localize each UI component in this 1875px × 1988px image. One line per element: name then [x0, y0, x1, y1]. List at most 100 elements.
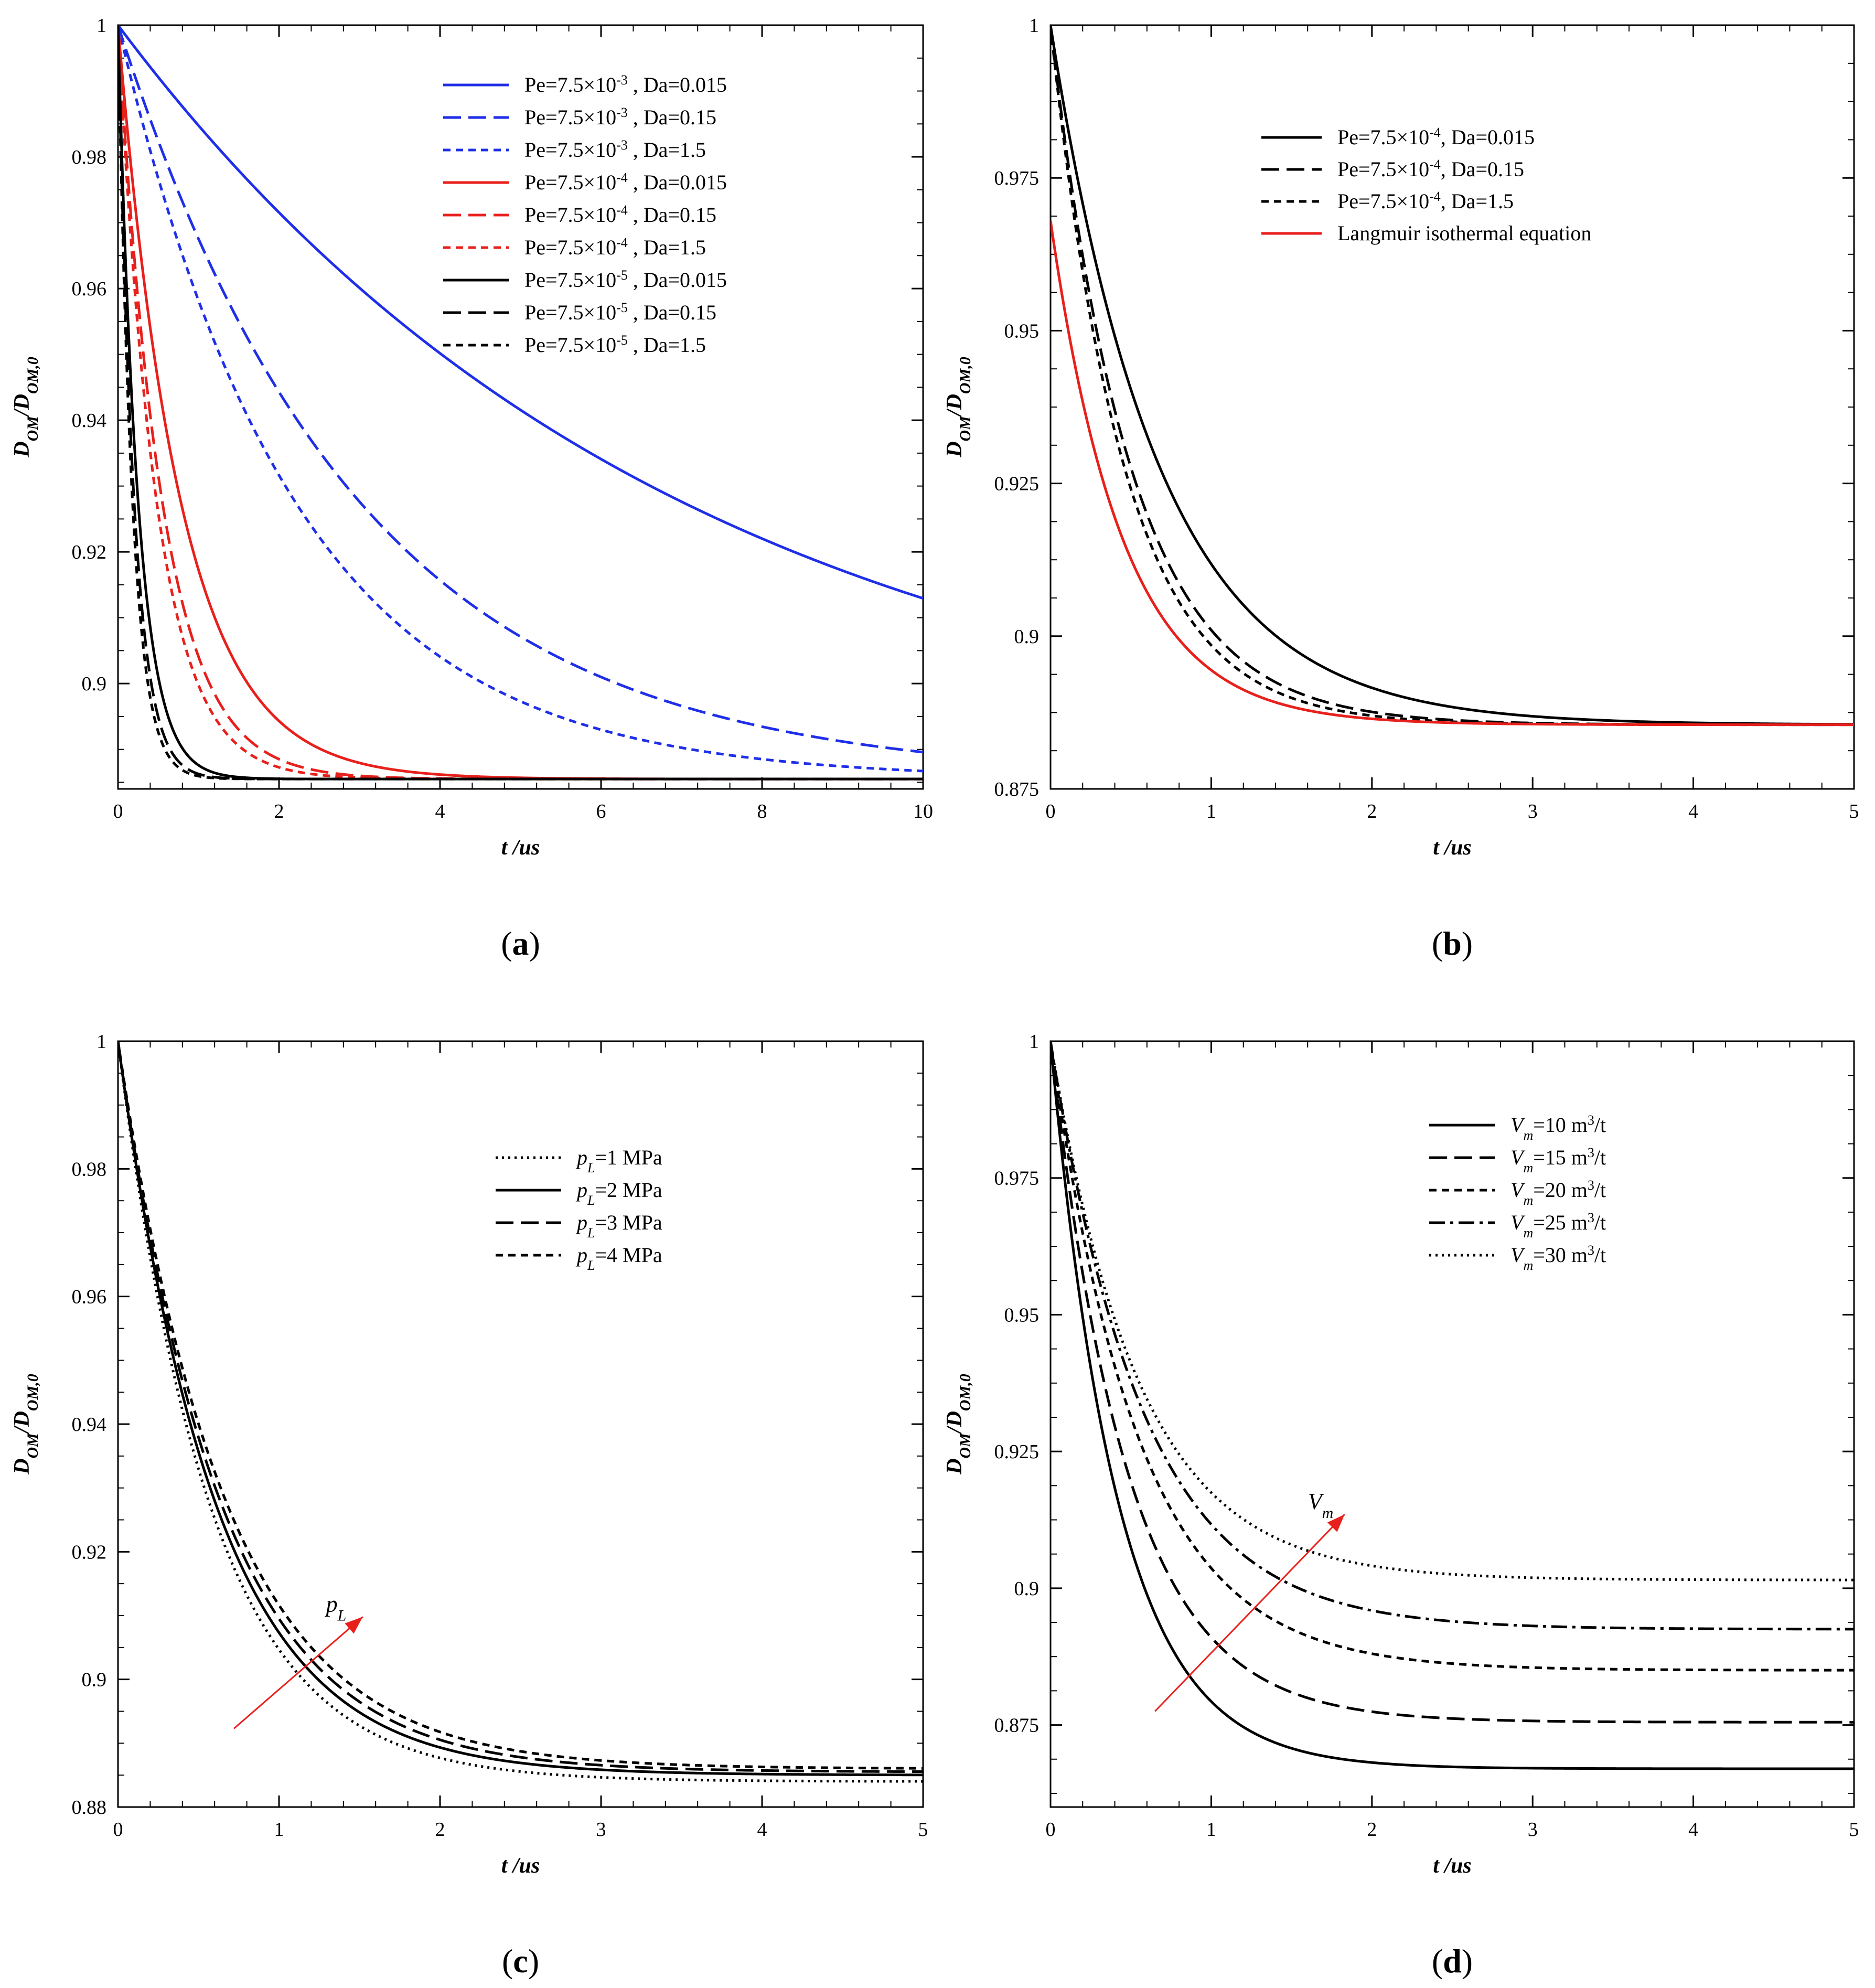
- legend-unit-exponent: 3: [1588, 1243, 1594, 1258]
- legend-symbol-sub: L: [587, 1193, 595, 1208]
- x-tick-label: 2: [1367, 800, 1377, 822]
- x-axis-label: t /us: [1433, 836, 1472, 860]
- y-axis-label-sub: OM,0: [957, 357, 974, 394]
- series-line-4: [1051, 220, 1854, 726]
- y-axis-label-sub: OM: [957, 415, 974, 442]
- legend-symbol-sub: m: [1523, 1258, 1533, 1273]
- y-tick-label: 0.96: [72, 278, 107, 300]
- x-tick-label: 8: [757, 800, 767, 822]
- legend-symbol: p: [575, 1178, 587, 1202]
- legend-entry-9: Pe=7.5×10-5 , Da=1.5: [524, 333, 706, 357]
- legend-entry-1: Pe=7.5×10-3 , Da=0.015: [524, 72, 727, 97]
- series-line-7: [118, 25, 923, 781]
- legend-symbol: p: [575, 1243, 587, 1267]
- series-group: [1051, 1041, 1854, 1770]
- legend-exponent: -4: [1429, 125, 1441, 140]
- y-axis-label-sub: OM: [957, 1433, 974, 1459]
- y-axis-label-slash: /: [10, 408, 34, 418]
- y-tick-label: 0.95: [1004, 1304, 1040, 1326]
- x-tick-label: 3: [596, 1819, 606, 1841]
- legend-symbol-sub: m: [1523, 1193, 1533, 1208]
- series-group: [118, 1041, 923, 1783]
- x-tick-label: 1: [1206, 800, 1216, 822]
- y-tick-label: 0.975: [994, 1168, 1040, 1190]
- legend-unit-exponent: 3: [1588, 1178, 1594, 1193]
- y-tick-label: 0.98: [72, 1158, 107, 1180]
- panel-caption-close: ): [529, 925, 540, 962]
- y-tick-label: 0.975: [994, 167, 1040, 189]
- legend-entry-2: Pe=7.5×10-4, Da=0.15: [1337, 157, 1524, 181]
- legend-entry-3: Pe=7.5×10-3 , Da=1.5: [524, 137, 706, 162]
- y-axis-label-sub: OM,0: [957, 1374, 974, 1411]
- x-tick-label: 10: [913, 800, 933, 822]
- legend-unit-exponent: 3: [1588, 1145, 1594, 1160]
- legend-da: , Da=0.015: [628, 170, 727, 194]
- legend-entry-8: Pe=7.5×10-5 , Da=0.15: [524, 300, 716, 325]
- y-tick-label: 0.9: [82, 1669, 107, 1691]
- x-tick-label: 4: [1688, 1819, 1698, 1841]
- legend-entry-1: Vm=10 m3/t: [1510, 1113, 1606, 1143]
- legend-entry-6: Pe=7.5×10-4 , Da=1.5: [524, 235, 706, 260]
- x-axis-label: t /us: [501, 836, 540, 860]
- legend-entry-4: Langmuir isothermal equation: [1337, 221, 1591, 245]
- x-tick-label: 4: [1688, 800, 1698, 822]
- legend-symbol: V: [1510, 1146, 1526, 1169]
- legend-da: , Da=0.015: [628, 73, 727, 97]
- series-line-3: [1051, 1041, 1854, 1672]
- y-tick-label: 0.96: [72, 1286, 107, 1308]
- panel-caption-letter: a: [512, 925, 529, 962]
- series-line-5: [118, 25, 923, 781]
- legend-exponent: -4: [1429, 157, 1441, 172]
- legend-value: =30 m: [1533, 1243, 1588, 1267]
- plot-frame: [117, 24, 924, 790]
- y-tick-label: 0.94: [72, 410, 107, 432]
- series-line-1: [1051, 1041, 1854, 1770]
- annotation-label-main: V: [1308, 1489, 1325, 1514]
- y-tick-label: 0.875: [994, 1715, 1040, 1737]
- legend-da: , Da=0.15: [628, 105, 716, 129]
- x-tick-label: 5: [1849, 800, 1859, 822]
- legend-exponent: -5: [616, 300, 628, 315]
- legend-exponent: -4: [1429, 189, 1441, 204]
- x-axis-label: t /us: [501, 1854, 540, 1878]
- panel-caption-open: (: [502, 1942, 513, 1980]
- legend-value: =25 m: [1533, 1211, 1588, 1234]
- annotation-label-sub: m: [1322, 1504, 1334, 1522]
- legend-value: =1 MPa: [595, 1146, 662, 1169]
- legend-unit-exponent: 3: [1588, 1113, 1594, 1128]
- legend-value: =10 m: [1533, 1113, 1588, 1137]
- legend-da: , Da=0.15: [628, 301, 716, 324]
- y-axis-label-main: D: [10, 1411, 34, 1427]
- x-tick-label: 2: [435, 1819, 445, 1841]
- y-tick-label: 0.9: [1014, 626, 1040, 648]
- legend-entry-2: Vm=15 m3/t: [1510, 1145, 1606, 1175]
- series-line-1: [1051, 25, 1854, 726]
- series-line-1: [118, 1041, 923, 1783]
- y-axis-label-main: D: [942, 441, 967, 457]
- legend-entry-1: pL=1 MPa: [575, 1146, 662, 1175]
- legend-text: Langmuir isothermal equation: [1337, 221, 1591, 245]
- legend-symbol: V: [1510, 1178, 1526, 1202]
- y-axis-label-main: D: [10, 1458, 34, 1474]
- y-axis-label: DOM/DOM,0: [942, 357, 974, 458]
- y-axis-label-main: D: [10, 394, 34, 410]
- series-line-3: [118, 25, 923, 773]
- legend-exponent: -5: [616, 333, 628, 348]
- annotation-label-main: p: [325, 1591, 338, 1617]
- y-axis-label-sub: OM: [24, 1433, 41, 1459]
- y-axis-label-slash: /: [942, 1425, 967, 1435]
- x-tick-label: 0: [113, 800, 123, 822]
- legend-symbol-sub: L: [587, 1160, 595, 1175]
- y-tick-label: 1: [1029, 15, 1039, 37]
- legend-symbol-sub: m: [1523, 1128, 1533, 1143]
- x-tick-label: 0: [1046, 800, 1056, 822]
- y-axis-label: DOM/DOM,0: [942, 1374, 974, 1475]
- series-group: [1051, 25, 1854, 726]
- y-tick-label: 0.88: [72, 1797, 107, 1819]
- y-tick-label: 0.95: [1004, 320, 1040, 342]
- legend-exponent: -3: [616, 137, 628, 153]
